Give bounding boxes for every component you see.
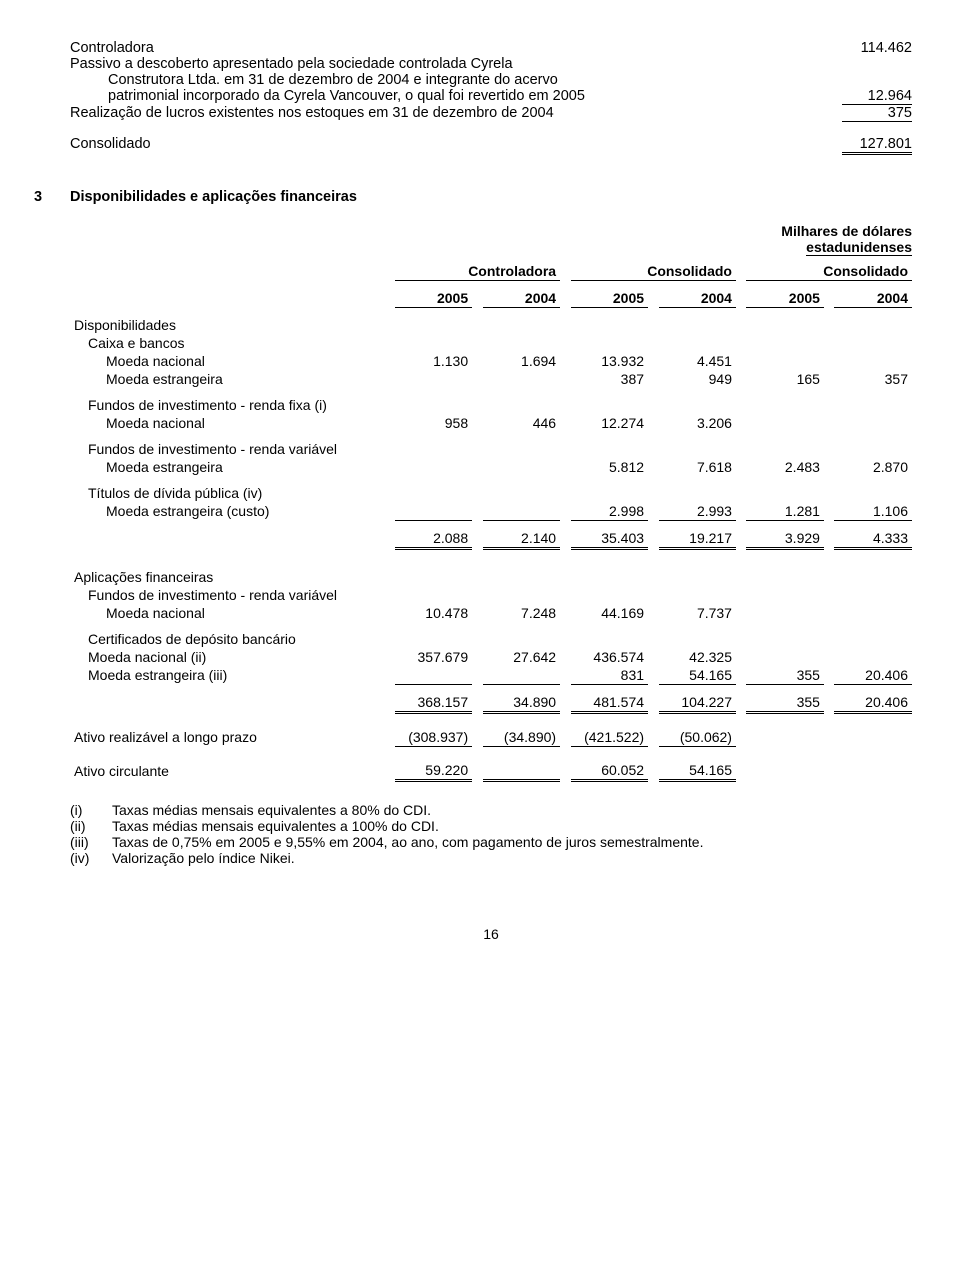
usd-subheading: Milhares de dólares estadunidenses [70,223,912,256]
note-iii: Taxas de 0,75% em 2005 e 9,55% em 2004, … [112,834,703,850]
section-title: Disponibilidades e aplicações financeira… [70,189,357,205]
row-fundos-variavel-2: Fundos de investimento - renda variável [70,586,395,604]
note-i-key: (i) [70,802,112,818]
note-ii: Taxas médias mensais equivalentes a 100%… [112,818,439,834]
upper-r2b: Construtora Ltda. em 31 de dezembro de 2… [70,72,822,88]
row-moeda-estrangeira-custo: Moeda estrangeira (custo) 2.998 2.993 1.… [70,502,912,521]
row-titulos-publica: Títulos de dívida pública (iv) [70,484,395,502]
year-2005: 2005 [395,289,472,308]
section-number: 3 [34,189,70,205]
page-number: 16 [70,926,912,942]
row-cdb: Certificados de depósito bancário [70,630,395,648]
footnotes: (i)Taxas médias mensais equivalentes a 8… [70,802,912,866]
year-2004: 2004 [483,289,560,308]
row-ativo-circulante: Ativo circulante 59.220 60.052 54.165 [70,761,912,781]
upper-r2-val: 12.964 [822,88,912,105]
upper-r1-label: Controladora [70,40,822,56]
row-subtotal-2: 368.157 34.890 481.574 104.227 355 20.40… [70,693,912,713]
row-fundos-variavel: Fundos de investimento - renda variável [70,440,395,458]
upper-r2c: patrimonial incorporado da Cyrela Vancou… [70,88,822,105]
note-iv: Valorização pelo índice Nikei. [112,850,295,866]
row-caixa-bancos: Caixa e bancos [70,334,395,352]
row-moeda-nacional-cdb: Moeda nacional (ii) 357.679 27.642 436.5… [70,648,912,666]
row-moeda-estrangeira-variavel: Moeda estrangeira 5.812 7.618 2.483 2.87… [70,458,912,476]
financial-table: Controladora Consolidado Consolidado 200… [70,262,912,782]
note-iv-key: (iv) [70,850,112,866]
upper-r3-val: 375 [822,105,912,122]
row-group-aplicacoes: Aplicações financeiras [70,568,395,586]
row-subtotal-1: 2.088 2.140 35.403 19.217 3.929 4.333 [70,529,912,549]
row-moeda-nacional-fixa: Moeda nacional 958 446 12.274 3.206 [70,414,912,432]
col-header-controladora: Controladora [395,262,560,281]
upper-r3-label: Realização de lucros existentes nos esto… [70,105,822,122]
row-moeda-estrangeira-cdb: Moeda estrangeira (iii) 831 54.165 355 2… [70,666,912,685]
row-moeda-estrangeira-caixa: Moeda estrangeira 387 949 165 357 [70,370,912,388]
upper-r4-val: 127.801 [822,136,912,155]
upper-summary: Controladora 114.462 Passivo a descobert… [70,40,912,155]
row-group-disponibilidades: Disponibilidades [70,316,395,334]
col-header-consolidado-1: Consolidado [571,262,736,281]
row-fundos-fixa: Fundos de investimento - renda fixa (i) [70,396,395,414]
row-moeda-nacional-caixa: Moeda nacional 1.130 1.694 13.932 4.451 [70,352,912,370]
col-header-consolidado-2: Consolidado [746,262,912,281]
row-ativo-longo-prazo: Ativo realizável a longo prazo (308.937)… [70,728,912,747]
note-iii-key: (iii) [70,834,112,850]
section-heading: 3 Disponibilidades e aplicações financei… [70,189,912,205]
note-i: Taxas médias mensais equivalentes a 80% … [112,802,431,818]
upper-r4-label: Consolidado [70,136,822,155]
row-moeda-nacional-aplic: Moeda nacional 10.478 7.248 44.169 7.737 [70,604,912,622]
note-ii-key: (ii) [70,818,112,834]
upper-r2a: Passivo a descoberto apresentado pela so… [70,56,822,72]
upper-r1-val: 114.462 [822,40,912,56]
